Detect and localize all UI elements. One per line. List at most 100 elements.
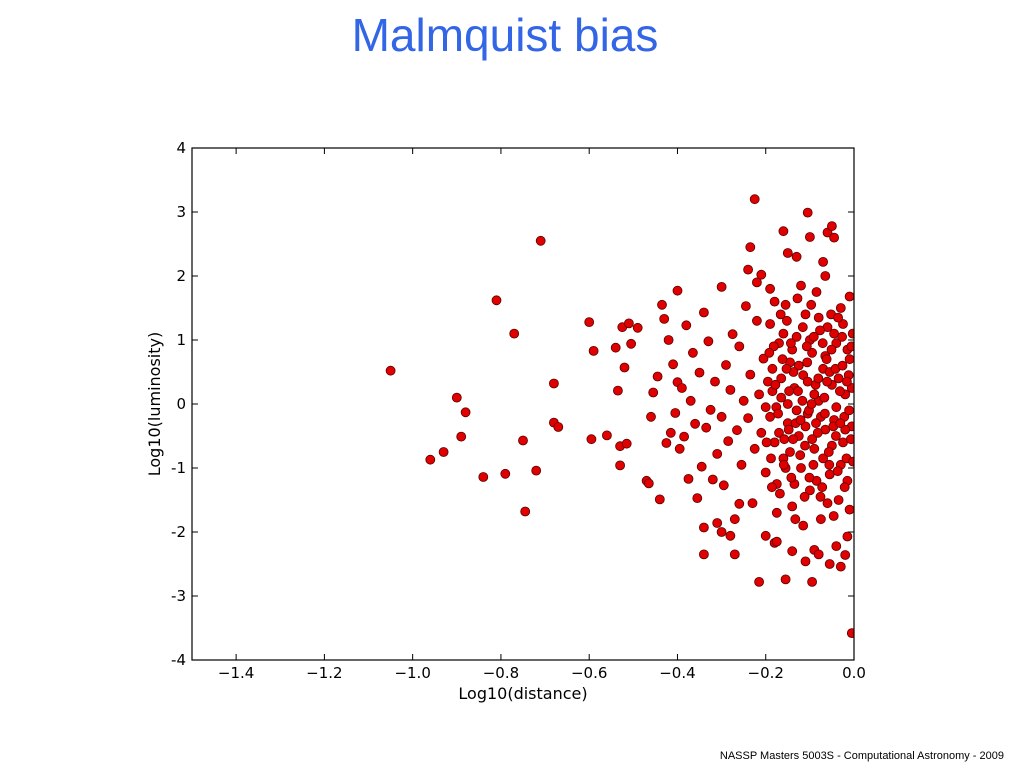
x-tick-label: −1.0 <box>394 664 430 682</box>
data-point <box>831 402 842 413</box>
x-tick-label: −0.8 <box>483 664 519 682</box>
data-point <box>749 194 760 205</box>
x-tick-label: −0.6 <box>571 664 607 682</box>
data-point <box>844 405 854 416</box>
data-point <box>705 404 716 415</box>
data-point <box>602 430 612 441</box>
data-point <box>668 359 678 370</box>
data-point <box>809 389 820 400</box>
y-tick-label: -3 <box>171 587 186 605</box>
data-point <box>799 491 810 502</box>
data-point <box>699 307 709 318</box>
y-tick-label: -4 <box>171 651 186 669</box>
data-point <box>743 413 753 424</box>
data-point <box>808 331 819 342</box>
data-point <box>784 386 794 397</box>
data-point <box>584 317 595 328</box>
data-point <box>840 550 851 560</box>
data-point <box>778 226 789 237</box>
data-point <box>661 438 672 448</box>
data-point <box>831 431 841 441</box>
data-point <box>659 313 670 324</box>
data-point <box>822 498 833 509</box>
data-point <box>681 320 692 331</box>
data-point <box>707 474 718 485</box>
data-point <box>712 518 723 528</box>
data-point <box>670 408 681 418</box>
data-point <box>802 357 813 368</box>
data-point <box>833 495 844 505</box>
y-tick-label: 2 <box>176 267 186 285</box>
data-point <box>778 459 789 470</box>
data-point <box>840 424 851 435</box>
data-point <box>749 443 760 454</box>
data-point <box>837 360 848 371</box>
data-point <box>801 341 812 352</box>
data-point <box>846 434 854 445</box>
data-point <box>553 422 564 432</box>
data-point <box>773 408 783 419</box>
data-point <box>817 338 828 349</box>
data-point <box>775 309 786 320</box>
data-point <box>738 395 749 406</box>
data-point <box>741 301 751 312</box>
data-point <box>811 287 822 297</box>
data-point <box>734 341 745 352</box>
data-point <box>765 319 775 329</box>
slide-footer: NASSP Masters 5003S - Computational Astr… <box>719 750 1004 762</box>
data-point <box>846 341 854 352</box>
data-point <box>833 312 843 323</box>
data-point <box>782 399 793 409</box>
data-point <box>844 504 854 515</box>
data-point <box>780 574 791 585</box>
data-point <box>837 331 847 342</box>
data-point <box>718 480 729 491</box>
data-point <box>696 461 707 472</box>
data-point <box>813 312 824 323</box>
data-point <box>677 383 687 393</box>
data-point <box>804 472 815 483</box>
data-point <box>808 459 819 470</box>
data-point <box>820 408 830 419</box>
data-point <box>807 347 817 358</box>
data-point <box>451 392 462 403</box>
data-point <box>835 418 846 429</box>
data-point <box>765 283 775 294</box>
ticks-layer: −1.4 −1.2 −1.0 −0.8 −0.6 −0.4 −0.2 0.0 4 3 2 1 0 -1 -2… <box>171 139 866 682</box>
data-point <box>760 467 771 478</box>
data-point <box>816 514 826 525</box>
data-point <box>776 373 787 384</box>
data-point <box>500 468 511 479</box>
y-tick-label: -2 <box>171 523 186 541</box>
data-point <box>725 530 736 541</box>
y-tick-label: 0 <box>176 395 186 413</box>
data-point <box>736 459 747 470</box>
data-point <box>788 434 798 445</box>
y-tick-label: -1 <box>171 459 186 477</box>
data-point <box>802 207 813 218</box>
data-point <box>774 427 784 438</box>
data-point <box>807 577 817 587</box>
data-point <box>725 384 736 395</box>
data-point <box>791 251 802 262</box>
data-point <box>699 522 709 533</box>
data-point <box>688 347 698 358</box>
data-point <box>734 498 745 509</box>
data-point <box>756 269 767 280</box>
data-point <box>385 365 396 376</box>
data-point <box>835 386 845 397</box>
data-point <box>824 559 835 569</box>
x-tick-label: −0.2 <box>748 664 784 682</box>
data-point <box>754 577 764 587</box>
data-point <box>703 336 714 347</box>
points-layer <box>385 194 854 638</box>
data-point <box>478 472 489 482</box>
data-point <box>672 285 683 296</box>
data-point <box>826 344 837 355</box>
data-point <box>758 353 769 364</box>
data-point <box>811 418 821 429</box>
data-point <box>460 407 471 418</box>
data-point <box>743 264 753 275</box>
data-point <box>654 494 665 505</box>
